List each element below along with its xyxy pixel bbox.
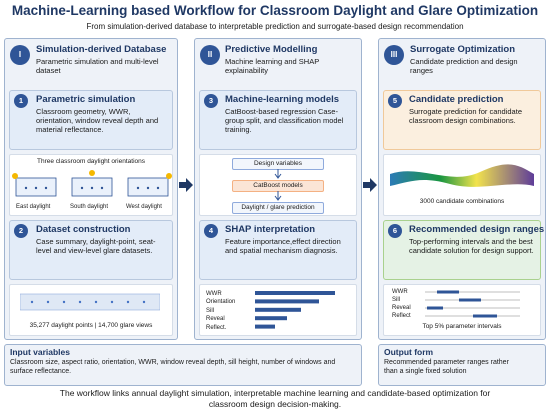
dataset-icon [20, 293, 160, 311]
ranges [427, 290, 497, 318]
step-number: 3 [204, 94, 218, 108]
points [30, 300, 146, 304]
step-title: Machine-learning models [225, 94, 340, 105]
step-number: 5 [388, 94, 402, 108]
orientation-icons [12, 170, 172, 197]
shap-bars [255, 291, 335, 329]
step-text: CatBoost-based regression Case-group spl… [225, 107, 344, 134]
numeral: I [10, 45, 30, 65]
bars [255, 291, 335, 329]
label: Reflect [392, 313, 411, 319]
column-title: Surrogate Optimization [410, 44, 516, 55]
input-text: Classroom size, aspect ratio, orientatio… [10, 359, 336, 375]
range-bars [425, 290, 520, 318]
column-subtitle: Candidate prediction and design ranges [410, 57, 518, 75]
step-title: SHAP interpretation [225, 224, 316, 235]
output-title: Output form [384, 347, 434, 357]
step-text: Classroom geometry, WWR, orientation, wi… [36, 107, 159, 134]
output-box [378, 344, 546, 386]
label: South daylight [70, 204, 109, 210]
band [390, 164, 534, 187]
suns [12, 170, 172, 179]
step-box [383, 90, 541, 150]
footer: The workflow links annual daylight simul… [59, 388, 491, 409]
column-title: Predictive Modelling [225, 44, 318, 55]
output-text: Recommended parameter ranges rather than… [384, 359, 509, 375]
step-title: Dataset construction [36, 224, 131, 235]
tracks [425, 291, 520, 317]
step-text: Top-performing intervals and the best ca… [409, 237, 534, 255]
seats [24, 186, 160, 190]
step-box [9, 90, 173, 150]
label: WWR [206, 291, 222, 297]
label: West daylight [126, 204, 162, 210]
arrow [363, 178, 377, 192]
label: Orientation [206, 299, 236, 306]
step-number: 4 [204, 224, 218, 238]
step-box [383, 220, 541, 280]
flow-arrows [274, 169, 282, 201]
step-title: Candidate prediction [409, 94, 504, 105]
step-box [199, 220, 357, 280]
column-title: Simulation-derived Database [36, 44, 167, 55]
figure [383, 284, 541, 336]
step-box [199, 90, 357, 150]
step-text: Surrogate prediction for candidate class… [409, 107, 522, 125]
candidate-band [390, 164, 534, 187]
step-number: 6 [388, 224, 402, 238]
label: Reflect. [206, 324, 227, 331]
numeral: II [200, 45, 220, 65]
shap-labels: WWR Orientation Sill Reveal Reflect. [206, 290, 235, 332]
title: Machine-Learning based Workflow for Clas… [11, 3, 539, 18]
range-labels: WWR Sill Reveal Reflect [392, 288, 411, 320]
label: Sill [392, 297, 401, 303]
caption: Three classroom daylight orientations [36, 158, 146, 165]
caption: 35,277 daylight points | 14,700 glare vi… [29, 322, 153, 329]
step-title: Parametric simulation [36, 94, 136, 105]
label: Reveal [206, 316, 225, 323]
subtitle: From simulation-derived database to inte… [86, 22, 464, 31]
step-number: 2 [14, 224, 28, 238]
grid [20, 293, 160, 311]
arrow [179, 178, 193, 192]
column-subtitle: Machine learning and SHAP explainability [225, 57, 320, 75]
input-box [4, 344, 362, 386]
step-text: Feature importance,effect direction and … [225, 237, 341, 255]
column-subtitle: Parametric simulation and multi-level da… [36, 57, 159, 75]
step-text: Case summary, daylight-point, seat-level… [36, 237, 156, 255]
caption: Top 5% parameter intervals [422, 323, 502, 330]
flow-step: Daylight / glare prediction [232, 202, 324, 214]
input-title: Input variables [10, 347, 70, 357]
step-number: 1 [14, 94, 28, 108]
label: Reveal [392, 305, 411, 311]
label: East daylight [16, 204, 51, 210]
numeral: III [384, 45, 404, 65]
label: WWR [392, 289, 408, 295]
label: Sill [206, 307, 215, 314]
step-title: Recommended design ranges [409, 224, 545, 235]
step-box [9, 220, 173, 280]
caption: 3000 candidate combinations [419, 198, 505, 205]
